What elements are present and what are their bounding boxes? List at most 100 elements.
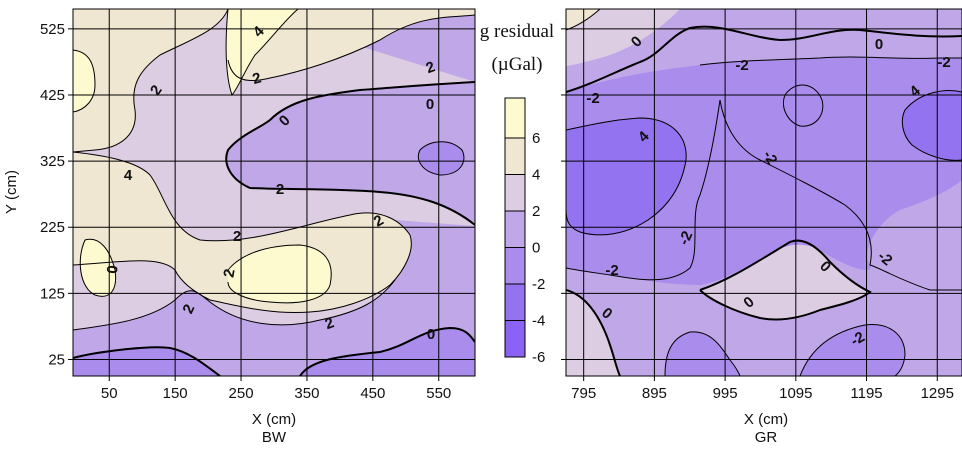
bw-y-tick-label: 25 xyxy=(48,351,65,368)
legend-level-label: 0 xyxy=(532,240,540,257)
legend-labels: 6 4 2 0 -2 -4 -6 xyxy=(532,130,545,366)
gr-contour-line xyxy=(901,109,962,161)
gr-contour-line xyxy=(566,9,601,31)
gr-panel: 0 0 -2 -2 -2 4 4 -2 -2 -2 0 -2 0 0 -2 xyxy=(566,9,962,376)
gr-top-left-beige-region xyxy=(566,9,600,30)
bw-x-tick-label: 50 xyxy=(101,385,118,402)
bw-contour-label: 2 xyxy=(220,268,238,279)
legend-color-band xyxy=(504,174,526,212)
bw-contour-line xyxy=(225,81,475,226)
legend-color-band xyxy=(504,210,526,248)
gr-x-tick-label: 995 xyxy=(713,385,738,402)
bw-contour-line xyxy=(73,279,396,331)
bw-y-axis-title: Y (cm) xyxy=(3,170,20,214)
gr-contour-label: 0 xyxy=(875,36,883,53)
gr-contour-label: -2 xyxy=(586,90,599,107)
bw-right-dark-region xyxy=(418,141,464,175)
bw-grid xyxy=(73,9,475,376)
legend-color-band xyxy=(504,247,526,285)
bw-contour-label: 2 xyxy=(233,228,241,245)
bw-contour-line xyxy=(227,244,332,304)
bw-y-tick-label: 125 xyxy=(40,285,65,302)
bw-top-beige-region xyxy=(228,9,475,81)
bw-contour-line xyxy=(299,326,475,376)
bw-x-tick-label: 150 xyxy=(163,385,188,402)
bw-contour-line xyxy=(417,141,465,176)
gr-contour-line xyxy=(566,289,621,376)
bw-center-yellow-region xyxy=(228,245,332,303)
gr-top-left-positive-region xyxy=(566,9,680,66)
gr-contour-line xyxy=(719,99,962,291)
gr-contour-line xyxy=(699,56,962,66)
bw-x-axis-title: X (cm) xyxy=(252,411,296,428)
bw-x-tick-label: 450 xyxy=(360,385,385,402)
bw-x-tick-label: 250 xyxy=(229,385,254,402)
gr-x-tick-label: 795 xyxy=(571,385,596,402)
gr-contour-line xyxy=(566,117,687,236)
bw-contour-line xyxy=(227,14,475,82)
legend-title-line2: (µGal) xyxy=(491,54,542,75)
bw-upper-left-beige-region xyxy=(73,9,228,152)
bw-panel-label: BW xyxy=(262,429,287,446)
gr-x-axis: 795 895 995 1095 1195 1295 xyxy=(561,28,954,402)
gr-contour-label: -2 xyxy=(605,262,618,279)
bw-contour-line xyxy=(73,49,96,113)
bw-y-tick-label: 425 xyxy=(40,87,65,104)
gr-large-negative-region xyxy=(566,57,962,286)
gr-panel-label: GR xyxy=(755,429,778,446)
gr-bottom-left-positive-region xyxy=(566,290,620,376)
gr-contour-lines xyxy=(566,9,962,376)
bw-plot-frame xyxy=(72,8,476,377)
gr-contour-label: -2 xyxy=(675,228,696,247)
gr-grid xyxy=(566,9,962,376)
bw-contour-label: 0 xyxy=(427,326,435,343)
bw-bottom-dark-region xyxy=(73,347,220,376)
bw-bottom-dark-region-2 xyxy=(300,328,475,376)
legend-colorbar xyxy=(504,97,526,358)
bw-contour-line xyxy=(73,9,229,153)
bw-contour-line xyxy=(73,151,412,314)
legend-level-label: -2 xyxy=(532,276,545,293)
gr-deep-negative-region xyxy=(566,118,687,235)
bw-x-tick-label: 350 xyxy=(294,385,319,402)
legend-color-band xyxy=(504,97,526,139)
gr-x-tick-label: 1195 xyxy=(850,385,882,402)
legend-title-line1: g residual xyxy=(480,21,554,42)
bw-left-lower-yellow-region xyxy=(80,239,116,297)
gr-x-axis-title: X (cm) xyxy=(744,411,788,428)
gr-contour-line xyxy=(904,90,962,111)
bw-contour-label: 0 xyxy=(426,96,434,113)
bw-lower-negative-region xyxy=(73,220,475,376)
bw-panel: 4 2 2 0 2 0 4 2 2 2 0 2 2 2 0 xyxy=(73,9,475,376)
legend-level-label: 2 xyxy=(532,203,540,220)
bw-x-tick-label: 550 xyxy=(426,385,451,402)
gr-contour-line xyxy=(664,331,741,376)
legend-level-label: -6 xyxy=(532,349,545,366)
bw-y-tick-label: 525 xyxy=(40,21,65,38)
legend: g residual (µGal) 6 4 2 0 -2 -4 -6 xyxy=(480,21,554,366)
legend-color-band xyxy=(504,320,526,358)
gr-right-deep-negative-region xyxy=(902,90,962,161)
gr-contour-label: -2 xyxy=(735,57,748,74)
bw-contour-line xyxy=(73,346,221,376)
gr-plot-frame xyxy=(565,8,962,377)
bw-negative-region xyxy=(226,9,475,225)
gr-x-tick-label: 1295 xyxy=(921,385,954,402)
bw-contour-label: 4 xyxy=(124,167,133,184)
gr-contour-label: -2 xyxy=(937,54,950,71)
gr-contour-line xyxy=(699,239,872,321)
gr-bottom-right-negative-region xyxy=(800,324,905,376)
bw-y-axis: 25 125 225 325 425 525 xyxy=(40,21,73,368)
gr-contour-line xyxy=(799,324,906,376)
gr-x-tick-label: 1095 xyxy=(779,385,812,402)
gr-bottom-negative-region xyxy=(665,331,740,376)
bw-left-yellow-region xyxy=(73,50,95,112)
bw-contour-label: 2 xyxy=(276,181,284,198)
legend-color-band xyxy=(504,137,526,175)
gr-x-tick-label: 895 xyxy=(642,385,667,402)
bw-y-tick-label: 325 xyxy=(40,153,65,170)
legend-color-band xyxy=(504,283,526,321)
bw-contour-line xyxy=(79,238,117,297)
gr-contour-line xyxy=(566,99,721,281)
